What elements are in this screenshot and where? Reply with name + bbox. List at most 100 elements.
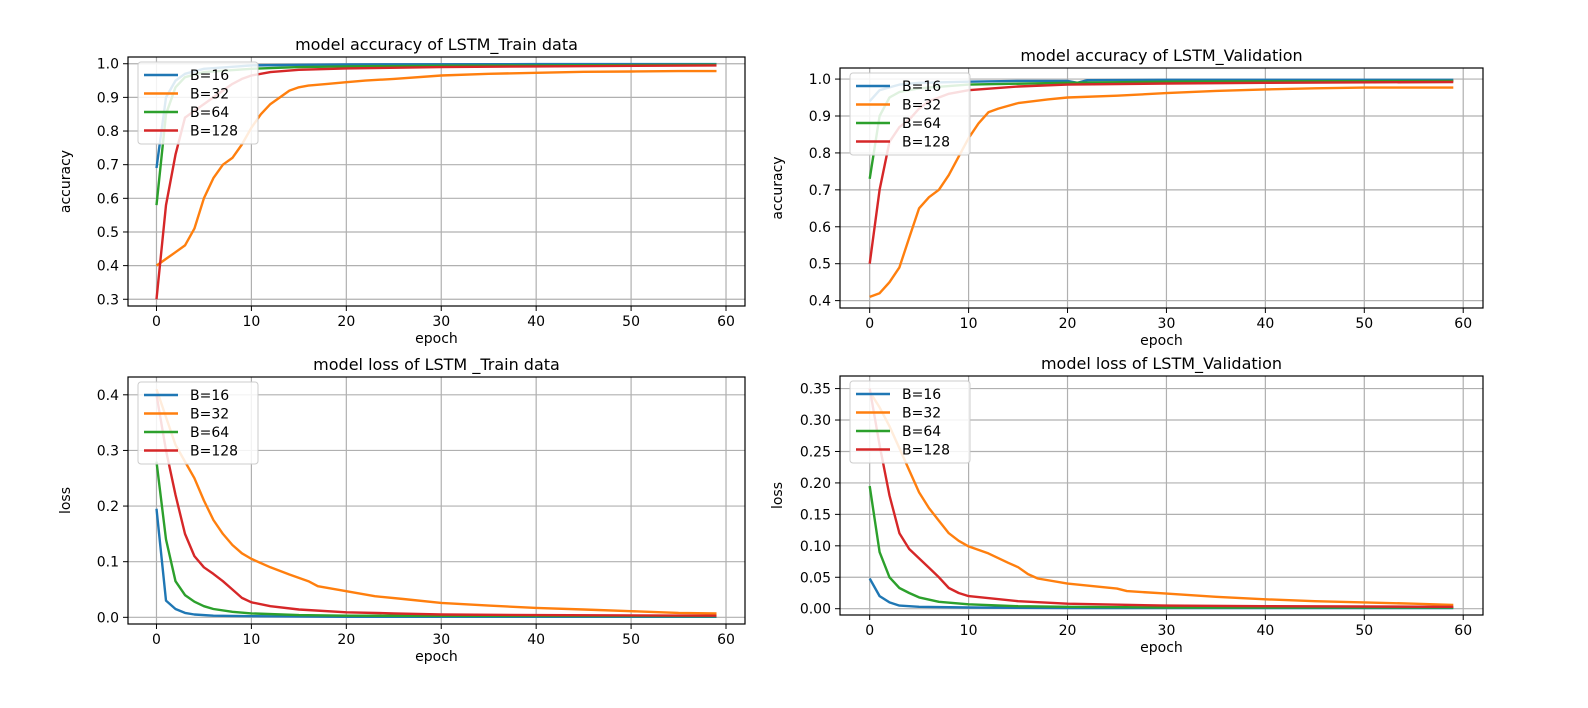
legend-entry: B=16 [190, 68, 229, 84]
x-tick-label: 20 [337, 632, 355, 648]
y-tick-label: 0.5 [97, 225, 119, 241]
x-tick-label: 40 [1256, 316, 1274, 332]
legend-entry: B=64 [190, 425, 229, 441]
legend: B=16 B=32 B=64 B=128 [849, 380, 971, 464]
x-tick-label: 60 [1454, 623, 1472, 639]
series-line-b16 [868, 577, 1454, 610]
y-tick-label: 0.9 [809, 109, 831, 125]
y-tick-label: 0.3 [97, 443, 119, 459]
chart-4: 0 10 20 30 40 50 60 0.00 0.05 0.10 0.15 0.20 0.25 0.3… [770, 354, 1484, 656]
legend: B=16 B=32 B=64 B=128 [137, 61, 259, 145]
y-tick-label: 0.05 [800, 570, 831, 586]
x-tick-label: 60 [717, 632, 735, 648]
x-tick-label: 40 [527, 632, 545, 648]
y-tick-label: 0.20 [800, 476, 831, 492]
x-axis-label: epoch [1140, 333, 1183, 349]
x-axis-label: epoch [415, 331, 458, 347]
y-tick-label: 0.8 [809, 146, 831, 162]
legend-entry: B=64 [902, 424, 941, 440]
series-line-b32 [155, 388, 717, 615]
chart-title: model loss of LSTM_Validation [1041, 354, 1282, 374]
y-tick-label: 1.0 [809, 72, 831, 88]
chart-title: model accuracy of LSTM_Train data [295, 35, 578, 55]
legend-entry: B=32 [190, 407, 229, 423]
x-tick-label: 10 [242, 632, 260, 648]
legend-entry: B=16 [902, 79, 941, 95]
legend-entry: B=128 [190, 444, 238, 460]
y-tick-label: 0.5 [809, 257, 831, 273]
x-tick-label: 0 [865, 623, 874, 639]
x-tick-label: 30 [432, 632, 450, 648]
x-tick-label: 60 [1454, 316, 1472, 332]
series-line-b32 [868, 391, 1454, 607]
x-tick-label: 30 [1158, 623, 1176, 639]
y-tick-label: 0.9 [97, 90, 119, 106]
y-tick-label: 0.25 [800, 444, 831, 460]
x-tick-label: 40 [527, 314, 545, 330]
x-tick-label: 30 [432, 314, 450, 330]
y-tick-label: 0.1 [97, 555, 119, 571]
y-axis-label: loss [58, 487, 74, 514]
x-tick-label: 10 [242, 314, 260, 330]
legend-box [849, 72, 971, 156]
y-tick-label: 0.4 [97, 388, 119, 404]
legend-box [137, 381, 259, 465]
y-tick-label: 0.15 [800, 507, 831, 523]
plot-frame [839, 67, 1484, 309]
legend: B=16 B=32 B=64 B=128 [137, 381, 259, 465]
x-tick-label: 50 [622, 314, 640, 330]
x-tick-label: 0 [865, 316, 874, 332]
legend-entry: B=64 [902, 116, 941, 132]
x-axis-label: epoch [415, 649, 458, 665]
legend-entry: B=16 [902, 387, 941, 403]
x-axis-label: epoch [1140, 640, 1183, 656]
y-tick-label: 0.3 [97, 292, 119, 308]
y-tick-label: 0.4 [809, 294, 831, 310]
series-line-b128 [868, 388, 1454, 608]
plot-frame [127, 56, 746, 307]
x-tick-label: 50 [1355, 623, 1373, 639]
legend-entry: B=32 [190, 87, 229, 103]
chart-2: 0 10 20 30 40 50 60 0.4 0.5 0.6 0.7 0.8 0.9 1.0 model … [770, 46, 1484, 349]
y-tick-label: 1.0 [97, 57, 119, 73]
y-tick-label: 0.4 [97, 259, 119, 275]
x-tick-label: 10 [960, 623, 978, 639]
legend-entry: B=64 [190, 105, 229, 121]
series-line-b64 [155, 461, 717, 618]
x-tick-label: 40 [1256, 623, 1274, 639]
legend-box [137, 61, 259, 145]
legend-entry: B=128 [902, 443, 950, 459]
y-tick-label: 0.35 [800, 382, 831, 398]
x-tick-label: 60 [717, 314, 735, 330]
chart-3: 0 10 20 30 40 50 60 0.0 0.1 0.2 0.3 0.4 model loss o… [58, 355, 746, 665]
chart-1: 0 10 20 30 40 50 60 0.3 0.4 0.5 0.6 0.7 0.8 0.9 1.0 mod… [58, 35, 746, 347]
legend-box [849, 380, 971, 464]
y-axis-label: accuracy [58, 150, 74, 213]
x-tick-label: 0 [152, 632, 161, 648]
legend-entry: B=128 [902, 135, 950, 151]
series-line-b32 [155, 69, 717, 267]
y-axis-label: accuracy [770, 156, 786, 219]
x-tick-label: 30 [1158, 316, 1176, 332]
legend-entry: B=32 [902, 98, 941, 114]
y-tick-label: 0.00 [800, 602, 831, 618]
x-tick-label: 50 [1355, 316, 1373, 332]
chart-title: model accuracy of LSTM_Validation [1020, 46, 1302, 66]
x-tick-label: 50 [622, 632, 640, 648]
legend-entry: B=32 [902, 406, 941, 422]
y-tick-label: 0.8 [97, 124, 119, 140]
x-tick-label: 0 [152, 314, 161, 330]
y-tick-label: 0.6 [97, 191, 119, 207]
legend: B=16 B=32 B=64 B=128 [849, 72, 971, 156]
legend-entry: B=16 [190, 388, 229, 404]
y-tick-label: 0.0 [97, 610, 119, 626]
x-tick-label: 20 [337, 314, 355, 330]
series-line-b128 [155, 394, 717, 617]
chart-title: model loss of LSTM _Train data [313, 355, 560, 375]
y-tick-label: 0.2 [97, 499, 119, 515]
y-tick-label: 0.30 [800, 413, 831, 429]
plot-frame [839, 375, 1484, 616]
y-tick-label: 0.7 [809, 183, 831, 199]
y-tick-label: 0.10 [800, 539, 831, 555]
